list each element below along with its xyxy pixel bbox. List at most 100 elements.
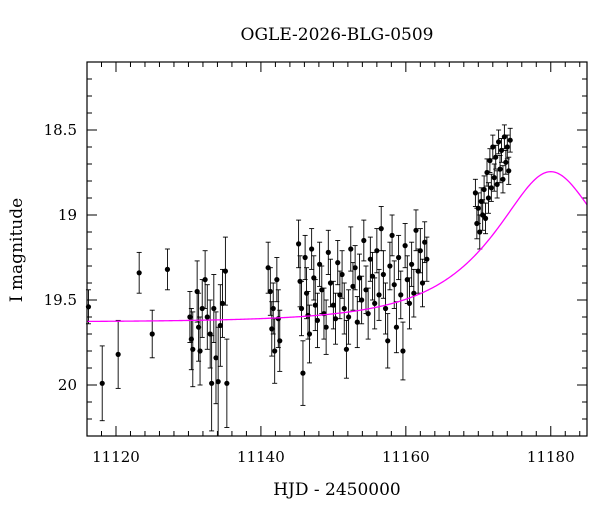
data-point — [500, 176, 506, 182]
data-point — [194, 288, 200, 295]
y-tick-label: 20 — [58, 376, 77, 394]
data-point — [389, 232, 395, 238]
data-point — [211, 305, 217, 312]
tick-labels: 11120 11140 11160 11180 18.5 19 19.5 20 — [44, 121, 575, 466]
chart-title: OGLE-2026-BLG-0509 — [241, 25, 434, 45]
data-point — [312, 302, 318, 308]
data-point — [195, 324, 202, 330]
data-point — [361, 237, 367, 244]
data-point — [402, 243, 408, 249]
data-point — [343, 346, 350, 352]
data-point — [481, 186, 487, 193]
data-point — [501, 134, 507, 140]
data-point — [164, 266, 171, 272]
data-point — [493, 154, 499, 160]
y-axis-label: I magnitude — [7, 198, 27, 302]
data-point — [267, 288, 273, 295]
data-point — [400, 348, 406, 354]
data-point — [354, 319, 360, 325]
data-point — [327, 280, 334, 286]
data-point — [490, 144, 496, 150]
data-point — [341, 305, 347, 312]
data-point — [300, 370, 306, 376]
data-point — [507, 137, 513, 143]
data-point — [422, 239, 428, 245]
data-points — [85, 134, 513, 386]
data-point — [419, 280, 426, 286]
x-axis-label: HJD - 2450000 — [273, 480, 401, 500]
data-point — [391, 282, 397, 288]
data-point — [417, 248, 423, 254]
data-point — [297, 278, 303, 284]
data-point — [272, 348, 278, 354]
data-point — [319, 287, 325, 293]
data-point — [352, 265, 358, 271]
data-point — [488, 185, 494, 191]
y-tick-label: 19 — [58, 206, 77, 224]
data-point — [298, 305, 305, 312]
data-point — [311, 275, 317, 281]
data-point — [330, 302, 336, 308]
data-point — [339, 271, 345, 278]
y-tick-label: 18.5 — [44, 121, 77, 139]
data-point — [136, 270, 142, 276]
data-point — [472, 190, 479, 196]
data-point — [504, 144, 510, 150]
data-point — [413, 227, 419, 233]
model-curve — [86, 171, 588, 323]
data-point — [395, 254, 402, 261]
data-point — [213, 355, 219, 361]
data-point — [302, 254, 308, 261]
data-point — [475, 205, 481, 211]
data-point — [494, 181, 500, 187]
data-point — [356, 275, 363, 281]
data-point — [204, 314, 210, 320]
data-point — [217, 322, 223, 329]
y-tick-label: 19.5 — [44, 291, 77, 309]
data-point — [224, 380, 230, 386]
data-point — [372, 300, 378, 306]
data-point — [491, 175, 497, 181]
data-point — [359, 297, 365, 303]
data-point — [274, 277, 280, 283]
data-point — [149, 331, 155, 337]
data-point — [380, 271, 386, 278]
data-point — [187, 314, 193, 320]
data-point — [345, 314, 352, 320]
data-point — [275, 316, 281, 322]
data-point — [314, 317, 321, 323]
data-point — [503, 159, 509, 165]
data-point — [404, 277, 410, 283]
data-point — [317, 261, 323, 267]
data-point — [306, 331, 313, 337]
data-point — [348, 246, 354, 252]
data-point — [335, 260, 341, 266]
data-point — [385, 338, 391, 344]
data-point — [378, 226, 384, 232]
data-point — [219, 300, 226, 306]
data-point — [411, 290, 417, 296]
x-tick-label: 11180 — [527, 448, 575, 466]
data-point — [398, 292, 404, 298]
data-point — [369, 273, 376, 279]
data-point — [478, 198, 484, 204]
data-point — [277, 338, 283, 344]
data-point — [222, 268, 229, 274]
data-point — [363, 287, 369, 293]
axis-ticks — [86, 62, 587, 436]
data-point — [393, 324, 400, 330]
data-point — [207, 331, 213, 337]
data-point — [485, 195, 492, 201]
x-tick-label: 11120 — [92, 448, 140, 466]
x-tick-label: 11160 — [382, 448, 430, 466]
data-point — [199, 305, 205, 312]
data-point — [269, 326, 275, 332]
data-point — [325, 249, 331, 255]
data-point — [190, 346, 196, 352]
data-point — [382, 305, 389, 312]
data-point — [482, 215, 489, 221]
x-tick-label: 11140 — [237, 448, 285, 466]
data-point — [265, 265, 271, 271]
data-point — [188, 336, 194, 342]
data-point — [376, 292, 382, 298]
